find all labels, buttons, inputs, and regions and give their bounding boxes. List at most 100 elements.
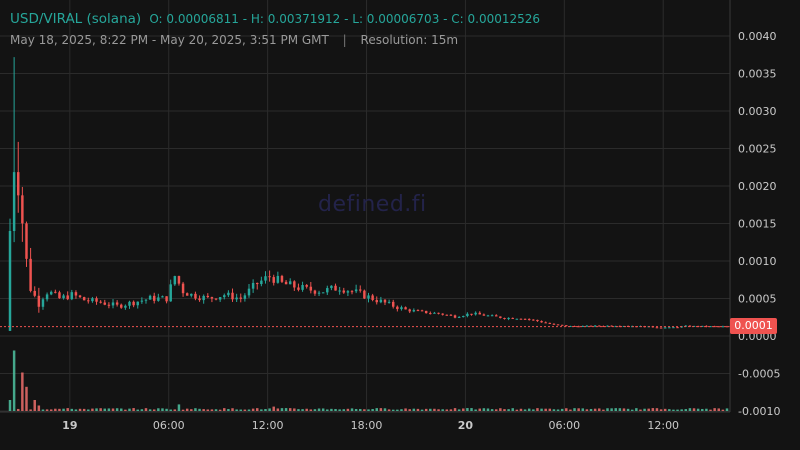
y-tick-label: 0.0025	[738, 143, 777, 156]
ohlc-values: O: 0.00006811 - H: 0.00371912 - L: 0.000…	[149, 12, 541, 26]
candle-body	[169, 284, 172, 302]
candle-body	[260, 280, 263, 285]
candle-body	[692, 325, 696, 327]
candle-body	[441, 313, 444, 315]
volume-bar	[404, 408, 407, 411]
volume-bar	[705, 408, 708, 411]
volume-bar	[635, 408, 638, 411]
volume-bar	[235, 409, 238, 411]
candle-body	[66, 295, 69, 300]
candle-body	[272, 277, 275, 283]
volume-bar	[569, 409, 572, 411]
candle-body	[668, 327, 671, 329]
candle-body	[560, 324, 564, 326]
candle-body	[177, 276, 181, 284]
candle-body	[705, 325, 708, 327]
candle-body	[74, 292, 78, 296]
candle-body	[41, 299, 45, 307]
candle-body	[725, 326, 729, 328]
candle-body	[8, 231, 12, 331]
volume-bar	[581, 408, 585, 411]
volume-bar	[474, 409, 477, 411]
candle-body	[342, 290, 346, 293]
volume-bar	[478, 408, 481, 411]
x-tick-label: 12:00	[647, 419, 679, 432]
volume-bar	[668, 409, 671, 411]
candle-body	[404, 307, 407, 310]
candle-body	[449, 314, 453, 316]
candle-body	[165, 296, 168, 302]
volume-bar	[610, 408, 613, 411]
volume-bar	[507, 409, 510, 411]
candle-body	[610, 325, 613, 327]
volume-bar	[124, 409, 127, 411]
volume-bar	[37, 405, 41, 411]
candle-body	[206, 295, 210, 298]
candle-body	[202, 295, 205, 301]
candle-body	[330, 285, 333, 289]
candle-body	[577, 326, 580, 328]
candle-body	[132, 301, 135, 306]
candle-body	[128, 301, 131, 306]
volume-bar	[499, 408, 502, 411]
candle-body	[375, 300, 378, 303]
volume-bar	[206, 409, 210, 411]
candle-body	[367, 295, 370, 299]
volume-bar	[672, 409, 675, 411]
volume-bar	[161, 408, 164, 411]
volume-bar	[573, 408, 576, 411]
volume-bar	[243, 409, 247, 411]
candle-body	[12, 172, 16, 231]
volume-bar	[264, 408, 267, 411]
volume-bar	[618, 408, 622, 411]
price-axis[interactable]: 0.0040 0.0035 0.0030 0.0025 0.0020 0.0015 0.00…	[738, 30, 780, 418]
volume-bar	[251, 408, 255, 411]
candle-body	[462, 316, 465, 318]
volume-bar	[223, 408, 226, 411]
volume-bar	[95, 408, 98, 411]
candle-body	[111, 302, 115, 306]
candle-body	[239, 297, 242, 299]
candle-body	[144, 299, 148, 301]
candle-body	[181, 283, 185, 294]
candle-body	[593, 325, 597, 327]
x-tick-label: 19	[62, 419, 77, 432]
candle-body	[676, 327, 679, 329]
candle-body	[293, 281, 296, 288]
candle-body	[338, 290, 341, 292]
volume-bar	[375, 408, 378, 411]
volume-bar	[511, 408, 514, 411]
candle-body	[486, 315, 490, 317]
x-tick-label: 06:00	[548, 419, 580, 432]
candle-body	[717, 326, 720, 328]
candle-body	[301, 285, 304, 290]
candle-body	[227, 292, 230, 296]
time-axis[interactable]: 19 06:00 12:00 18:00 20 06:00 12:00	[62, 419, 679, 432]
volume-bar	[647, 408, 650, 411]
volume-bar	[144, 408, 148, 411]
candle-body	[363, 290, 366, 299]
candle-body	[445, 314, 449, 316]
volume-bar	[297, 409, 300, 411]
candle-body	[309, 286, 313, 291]
y-tick-label: 0.0035	[738, 68, 777, 81]
volume-bar	[701, 408, 704, 411]
volume-bar	[107, 408, 111, 411]
volume-bar	[78, 408, 82, 411]
candle-body	[280, 275, 284, 282]
volume-bar	[429, 408, 432, 411]
volume-bar	[268, 408, 271, 411]
candle-body	[107, 304, 111, 306]
candle-body	[453, 315, 457, 318]
candle-body	[350, 291, 354, 293]
volume-bar	[136, 409, 139, 411]
volume-bar	[622, 408, 626, 411]
last-price-tag: 0.0001	[730, 318, 777, 334]
volume-bar	[527, 408, 531, 411]
candle-body	[429, 313, 432, 315]
candle-body	[161, 296, 164, 298]
candle-body	[511, 317, 514, 319]
volume-bar	[8, 400, 12, 411]
volume-bar	[25, 386, 28, 411]
